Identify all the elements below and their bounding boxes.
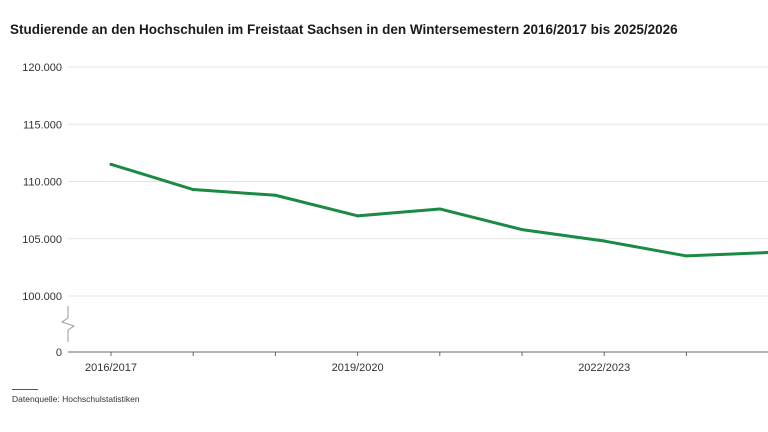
source-divider — [12, 389, 38, 390]
y-tick-label: 100.000 — [22, 291, 62, 303]
y-tick-label: 110.000 — [23, 177, 62, 189]
chart-title: Studierende an den Hochschulen im Freist… — [10, 22, 678, 37]
x-tick-label: 2016/2017 — [85, 362, 137, 374]
data-point — [602, 239, 606, 243]
y-tick-label: 120.000 — [22, 62, 62, 74]
data-point — [273, 193, 277, 197]
tick-labels: 0 100.000 105.000 110.000 115.000 120.000 2016… — [22, 62, 630, 374]
x-tick-label: 2022/2023 — [578, 362, 630, 374]
axes — [60, 306, 768, 356]
data-point — [438, 207, 442, 211]
y-tick-label: 105.000 — [22, 234, 62, 246]
series-layer — [109, 162, 768, 258]
data-point — [109, 162, 113, 166]
y-tick-label: 0 — [56, 347, 62, 359]
data-point — [520, 228, 524, 232]
axis-break-icon — [60, 306, 76, 342]
data-point — [356, 214, 360, 218]
data-source-note: Datenquelle: Hochschulstatistiken — [12, 394, 140, 404]
data-point — [684, 254, 688, 258]
gridlines — [68, 66, 768, 297]
y-tick-label: 115.000 — [23, 119, 62, 131]
x-tick-label: 2019/2020 — [332, 362, 384, 374]
data-point — [191, 188, 195, 192]
